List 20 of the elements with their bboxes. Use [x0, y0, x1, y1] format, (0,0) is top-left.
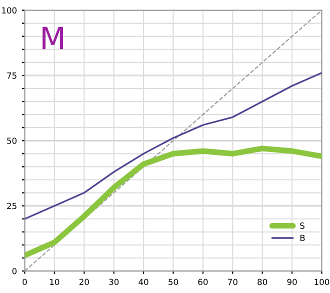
- y-tick-label: 100: [2, 7, 17, 14]
- x-tick-label: 50: [168, 278, 178, 286]
- chart-title: M: [42, 26, 63, 50]
- x-tick-label: 70: [228, 278, 238, 286]
- legend-label: S: [300, 222, 304, 229]
- y-tick-label: 50: [7, 138, 17, 144]
- legend-label: B: [300, 234, 305, 241]
- y-tick-label: 0: [12, 268, 17, 274]
- y-tick-label: 75: [7, 72, 16, 79]
- x-tick-label: 0: [22, 278, 27, 286]
- x-tick-label: 30: [109, 278, 119, 286]
- y-tick-label: 25: [7, 202, 16, 210]
- line-series: [24, 72, 322, 220]
- x-tick-label: 40: [138, 278, 148, 286]
- x-tick-label: 10: [50, 278, 60, 286]
- x-tick-label: 60: [198, 278, 208, 286]
- x-tick-label: 90: [287, 278, 297, 286]
- x-tick-label: 100: [314, 278, 330, 286]
- x-tick-label: 20: [79, 278, 89, 286]
- x-tick-label: 80: [258, 278, 268, 286]
